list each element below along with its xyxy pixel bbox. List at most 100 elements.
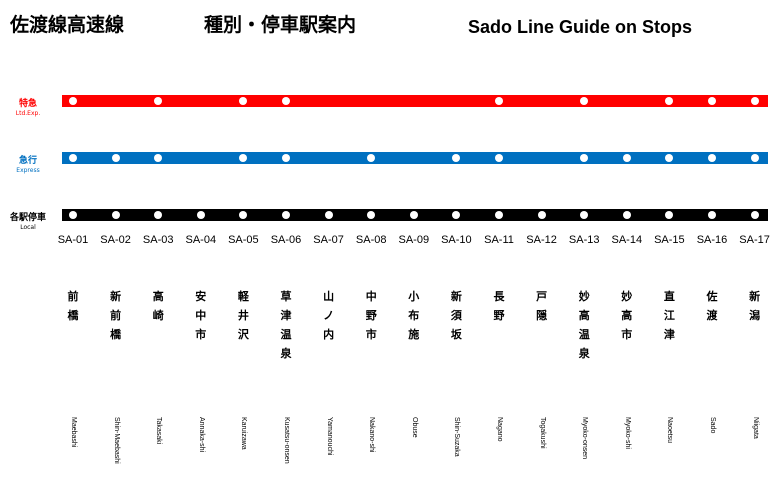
station-name-en: Sado — [705, 417, 719, 477]
stop-marker — [750, 211, 759, 219]
station-name-jp: 安中市 — [195, 290, 207, 341]
service-line-ltd — [62, 95, 768, 107]
service-name-jp: 各駅停車 — [9, 213, 46, 223]
station-code: SA-04 — [185, 234, 217, 246]
station-code: SA-17 — [739, 234, 770, 246]
station-code: SA-05 — [228, 234, 259, 246]
station-name-en: Nakano-shi — [364, 417, 378, 477]
stop-marker — [111, 154, 120, 162]
station-name-en-text: Yamanouchi — [325, 417, 333, 456]
station-name-jp: 戸隠 — [536, 290, 548, 322]
stop-marker — [282, 211, 290, 219]
stop-marker — [708, 97, 716, 105]
stop-marker — [622, 211, 631, 219]
stop-marker — [69, 154, 77, 162]
station-name-en: Obuse — [407, 417, 421, 477]
stop-marker — [69, 97, 77, 105]
station-name-en-text: Naoetsu — [666, 417, 674, 444]
station-name-jp: 直江津 — [663, 290, 675, 341]
station-name-en: Myoko-onsen — [577, 417, 591, 477]
station-name-en-text: Niigata — [751, 417, 759, 439]
station-name-en: Niigata — [748, 417, 762, 477]
station-name-en-text: Takasaki — [155, 417, 163, 445]
station-name-jp: 妙高市 — [621, 290, 633, 341]
station-code: SA-02 — [100, 234, 131, 246]
stop-marker — [367, 211, 376, 219]
stop-marker — [537, 211, 546, 219]
station-code: SA-10 — [441, 234, 472, 246]
stop-marker — [69, 211, 77, 219]
station-name-en: Annaka-shi — [194, 417, 208, 477]
stop-marker — [580, 211, 589, 219]
stop-marker — [580, 97, 589, 105]
service-label-ltd: 特急 Ltd.Exp. — [0, 96, 56, 117]
stop-marker — [196, 211, 205, 219]
guide-title-en: Sado Line Guide on Stops — [468, 17, 693, 37]
station-name-jp: 高崎 — [152, 290, 164, 322]
service-name-jp: 特急 — [18, 99, 37, 109]
station-code: SA-01 — [57, 234, 89, 246]
station-code: SA-07 — [313, 234, 344, 246]
stop-marker — [324, 211, 333, 219]
station-name-jp: 草津温泉 — [280, 290, 292, 360]
station-code: SA-12 — [526, 234, 557, 246]
station-name-en: Myoko-shi — [620, 417, 634, 477]
station-name-en-text: Myoko-onsen — [581, 417, 589, 460]
stop-marker — [409, 211, 418, 219]
station-name-en-text: Togakushi — [538, 417, 546, 449]
station-code: SA-06 — [270, 234, 302, 246]
station-code: SA-11 — [484, 234, 514, 246]
station-name-en-text: Nakano-shi — [368, 417, 376, 453]
stop-marker — [239, 154, 248, 162]
service-name-en: Local — [20, 224, 36, 231]
stop-marker — [154, 154, 163, 162]
station-name-jp: 中野市 — [365, 290, 377, 341]
stop-marker — [580, 154, 589, 162]
service-name-jp: 急行 — [18, 156, 37, 166]
stop-marker — [622, 154, 631, 162]
station-name-en-text: Shin-Suzaka — [453, 417, 461, 457]
guide-subtitle: 種別・停車駅案内 — [204, 14, 357, 36]
stop-marker — [452, 154, 461, 162]
station-name-en: Yamanouchi — [322, 417, 336, 477]
station-code: SA-09 — [398, 234, 430, 246]
station-name-jp: 新潟 — [749, 290, 761, 322]
stop-marker — [708, 154, 716, 162]
station-name-en-text: Annaka-shi — [197, 417, 205, 453]
stop-marker — [111, 211, 120, 219]
stop-marker — [239, 211, 248, 219]
station-name-en: Nagano — [492, 417, 506, 477]
service-label-exp: 急行 Express — [0, 153, 56, 174]
stop-marker — [495, 154, 503, 162]
station-name-jp: 佐渡 — [706, 290, 718, 322]
station-name-en: Naoetsu — [662, 417, 676, 477]
station-name-en-text: Nagano — [496, 417, 503, 442]
stop-marker — [708, 211, 716, 219]
station-name-jp: 妙高温泉 — [578, 290, 590, 360]
station-code: SA-14 — [611, 234, 643, 246]
station-name-en: Togakushi — [535, 417, 549, 477]
station-name-jp: 山ノ内 — [323, 290, 335, 341]
station-code: SA-13 — [568, 234, 600, 246]
station-name-en: Maebashi — [66, 417, 80, 477]
station-code: SA-03 — [142, 234, 174, 246]
station-name-en-text: Karuizawa — [240, 417, 248, 450]
service-label-local: 各駅停車 Local — [0, 210, 56, 231]
station-name-en-text: Maebashi — [70, 417, 77, 448]
station-name-en: Kusatsu-onsen — [279, 417, 293, 477]
stop-marker — [495, 211, 503, 219]
station-name-en: Takasaki — [151, 417, 165, 477]
stop-marker — [154, 211, 163, 219]
station-name-jp: 軽井沢 — [237, 290, 249, 341]
station-name-en-text: Shin-Maebashi — [112, 417, 120, 464]
service-name-en: Ltd.Exp. — [15, 110, 41, 117]
station-code: SA-15 — [654, 234, 685, 246]
station-name-jp: 新前橋 — [110, 290, 122, 341]
stop-marker — [282, 154, 290, 162]
service-name-en: Express — [16, 167, 40, 174]
stop-marker — [665, 97, 674, 105]
station-name-en-text: Sado — [709, 417, 716, 434]
station-name-jp: 前橋 — [67, 290, 79, 322]
station-name-en: Karuizawa — [236, 417, 250, 477]
stop-marker — [750, 97, 759, 105]
